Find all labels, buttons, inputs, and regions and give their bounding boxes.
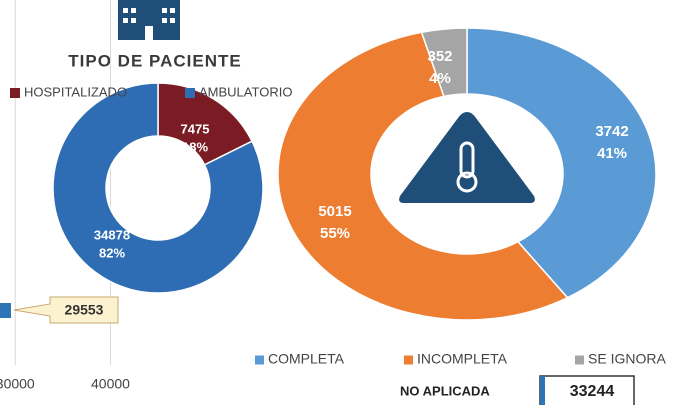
x-tick-label: 40000 [91, 376, 130, 392]
legend-label: AMBULATORIO [199, 84, 292, 99]
footer-accent [540, 376, 545, 405]
warning-icon [399, 112, 535, 203]
legend-label: COMPLETA [268, 351, 345, 367]
percent-label: 82% [99, 245, 125, 260]
legend-swatch [575, 355, 584, 365]
legend-swatch [404, 355, 413, 365]
percent-label: 41% [597, 145, 627, 162]
legend-swatch [255, 355, 264, 365]
donut-slice [277, 31, 569, 321]
data-label: 5015 [318, 203, 351, 220]
percent-label: 18% [182, 139, 208, 154]
percent-label: 55% [320, 225, 350, 242]
data-label: 34878 [94, 227, 130, 242]
hospital-icon [118, 0, 180, 40]
legend-swatch [185, 88, 195, 98]
legend-label: INCOMPLETA [417, 351, 508, 367]
donut-title: TIPO DE PACIENTE [68, 51, 241, 70]
data-label: 29553 [65, 302, 104, 318]
legend-label: SE IGNORA [588, 351, 666, 367]
legend-swatch [10, 88, 20, 98]
footer-box [539, 375, 635, 405]
footer-label: NO APLICADA [400, 383, 490, 398]
label-callout [13, 296, 119, 324]
x-tick-label: 30000 [0, 376, 35, 392]
donut-slice [466, 27, 657, 299]
data-label: 352 [427, 48, 452, 65]
data-label: 7475 [181, 121, 210, 136]
bar [0, 303, 11, 318]
footer-value: 33244 [570, 383, 615, 400]
data-label: 3742 [595, 123, 628, 140]
donut-slice [420, 27, 468, 98]
percent-label: 4% [429, 70, 451, 87]
donut-slice [52, 82, 264, 294]
legend-label: HOSPITALIZADO [24, 84, 127, 99]
